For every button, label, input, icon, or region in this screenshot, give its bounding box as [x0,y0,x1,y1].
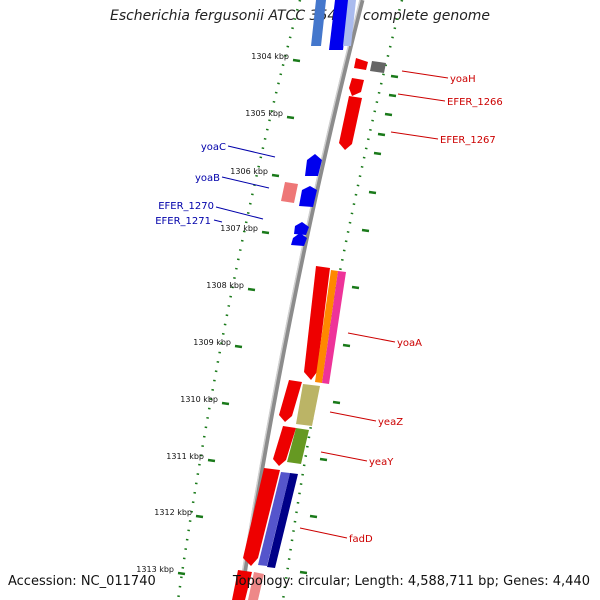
genome-summary-text: Topology: circular; Length: 4,588,711 bp… [232,574,590,589]
outer-tick-mark [342,343,351,348]
gene-label: yoaH [450,74,476,85]
inner-tick-line [176,0,302,600]
tick-mark [247,287,256,292]
gene-label: EFER_1271 [155,216,211,227]
tick-label: 1313 kbp [136,565,174,574]
outer-tick-mark [368,190,377,195]
outer-tick-mark [309,514,318,519]
gene-fadD-red [243,468,280,566]
tick-mark [177,571,186,576]
tick-mark [286,115,295,120]
gene-label-leader [213,219,223,223]
gene-label-leader [320,451,368,462]
gene-top-3 [343,0,356,46]
tick-label: 1311 kbp [166,452,204,461]
tick-label: 1309 kbp [193,338,231,347]
tick-label: 1305 kbp [245,109,283,118]
gene-label: yeaZ [378,417,403,428]
gene-EFER-1271a [294,222,309,235]
outer-tick-mark [377,132,386,137]
gene-yeaY-olive [287,428,309,464]
outer-tick-mark [361,228,370,233]
gene-label: EFER_1266 [447,97,503,108]
gene-label-leader [390,131,439,140]
gene-label-leader [299,527,348,539]
accession-text: Accession: NC_011740 [8,574,156,589]
gene-label-leader [227,145,276,158]
gene-label: yoaC [201,142,226,153]
gene-yoaH-arrow [354,58,368,70]
tick-mark [207,458,216,463]
gene-label-leader [221,176,270,189]
gene-yoaA-red [304,266,330,380]
gene-label-leader [397,93,446,102]
map-title: Escherichia fergusonii ATCC 35469, compl… [109,8,491,24]
outer-tick-mark [332,400,341,405]
tick-label: 1304 kbp [251,52,289,61]
gene-yeaY-red [273,426,296,466]
outer-tick-mark [373,151,382,156]
tick-group: 1304 kbp 1305 kbp 1306 kbp 1307 kbp 1308 kbp… [136,52,399,576]
tick-mark [261,230,270,235]
tick-mark [221,401,230,406]
tick-label: 1307 kbp [220,224,258,233]
tick-mark [292,58,301,63]
gene-label: fadD [349,534,373,545]
tick-mark [271,173,280,178]
outer-tick-mark [351,285,360,290]
gene-label: EFER_1267 [440,135,496,146]
tick-mark [234,344,243,349]
outer-tick-mark [388,93,397,98]
gene-label: yoaA [397,338,422,349]
gene-label-leader [215,206,264,220]
gene-yeaZ-red [279,380,302,422]
gene-label-leader [329,411,377,422]
outer-tick-line [281,0,404,600]
gene-bottom-1 [232,570,252,600]
gene-label-leader [347,332,396,343]
tick-label: 1310 kbp [180,395,218,404]
gene-label-group: yoaH EFER_1266 EFER_1267 yoaA yeaZ yeaY fadD yo… [155,70,503,545]
tick-label: 1306 kbp [230,167,268,176]
gene-yoaA-pink [322,271,346,384]
outer-tick-mark [384,112,393,117]
gene-EFER-1267 [339,96,362,150]
outer-tick-mark [390,74,399,79]
outer-tick-mark [319,457,328,462]
gene-yoaA-orange [315,270,338,383]
tick-label: 1312 kbp [154,508,192,517]
gene-EFER-1270 [299,186,317,207]
gene-EFER-1271b [291,233,307,246]
gene-fadD-navy [267,473,298,568]
gene-label: yoaB [195,173,220,184]
gene-fadD-blue [258,472,290,566]
outer-tick-mark [299,570,308,575]
genome-backbone-highlight [237,0,361,600]
tick-label: 1308 kbp [206,281,244,290]
gene-label-leader [401,70,449,79]
gene-yoaB [281,182,298,203]
gene-EFER-1266 [349,78,364,96]
gene-top-1 [311,0,326,46]
gene-label: yeaY [369,457,394,468]
gene-label: EFER_1270 [158,201,214,212]
gene-yeaZ-khaki [296,384,320,426]
gene-yoaH-box [370,61,386,73]
gene-yoaC [305,154,322,176]
tick-mark [195,514,204,519]
gene-bottom-2 [248,572,264,600]
